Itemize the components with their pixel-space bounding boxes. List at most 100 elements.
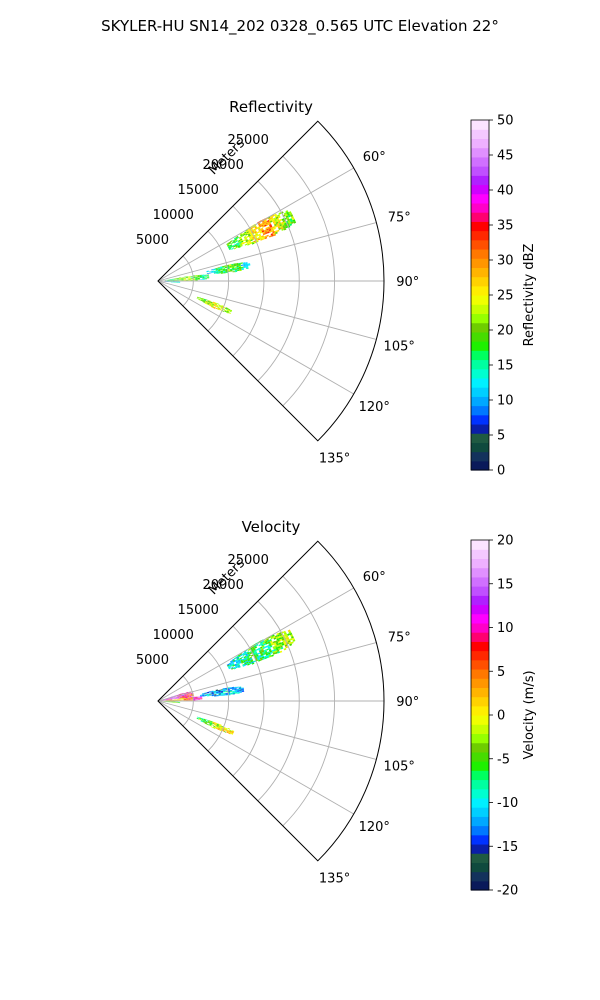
echo-gate [186,279,189,281]
echo-gate [257,238,261,241]
echo-gate [204,693,207,694]
echo-gate [225,272,228,274]
echo-gate [274,650,278,653]
echo-gate [174,695,177,696]
echo-gate [238,655,241,658]
echo-gate [229,266,232,269]
echo-gate [261,236,265,239]
echo-gate [181,278,184,279]
echo-gate [184,696,187,697]
echo-gate [196,718,199,720]
echo-gate [275,636,279,640]
echo-gate [211,691,214,693]
echo-gate [185,698,189,699]
echo-gate [276,648,279,651]
echo-gate [255,643,259,647]
echo-gate [236,686,239,688]
echo-gate [287,218,290,222]
echo-gate [267,221,271,224]
echo-gate [280,636,284,640]
echo-gate [231,267,235,269]
echo-gate [282,224,286,228]
echo-gate [269,215,273,218]
azimuth-tick-label: 60° [363,570,386,585]
echo-gate [283,630,286,634]
azimuth-line [157,280,377,340]
echo-gate [263,643,267,646]
echo-gate [195,697,198,698]
echo-gate [200,279,203,280]
echo-gate [280,647,284,650]
echo-gate [238,262,241,265]
echo-gate [226,242,229,245]
echo-gate [264,639,267,642]
echo-gate [197,697,200,698]
echo-gate [188,698,191,700]
colorbar-swatch [471,359,489,370]
echo-gate [286,211,290,215]
echo-gate [254,232,258,235]
echo-gate [228,666,231,669]
echo-gate [195,698,198,699]
echo-gate [292,639,296,642]
echo-gate [261,640,265,643]
colorbar-swatch [471,586,489,596]
echo-gate [197,274,200,276]
echo-gate [213,271,217,273]
echo-gate [215,306,219,308]
colorbar-swatch [471,678,489,688]
echo-gate [228,312,231,314]
echo-gate [203,718,207,721]
echo-gate [241,688,244,690]
echo-gate [265,642,269,645]
echo-gate [271,214,275,217]
echo-gate [190,698,193,700]
azimuth-line [157,222,377,282]
colorbar-swatch [471,558,489,569]
echo-gate [172,697,176,699]
echo-gate [253,645,257,648]
echo-gate [197,277,200,279]
echo-gate [199,694,203,696]
echo-gate [218,695,222,696]
echo-gate [224,265,227,267]
echo-gate [198,718,202,721]
echo-gate [178,698,182,699]
echo-gate [170,696,173,698]
echo-gate [250,659,253,662]
echo-gate [235,660,238,663]
echo-gate [184,694,187,696]
echo-gate [195,277,198,279]
echo-gate [227,245,231,248]
echo-gate [176,278,179,279]
echo-gate [195,698,198,700]
echo-gate [235,240,238,243]
echo-gate [202,721,205,723]
echo-gate [251,241,254,244]
echo-gate [220,693,224,695]
echo-gate [249,662,252,665]
colorbar-tick-label: 40 [497,184,514,199]
echo-gate [181,278,184,279]
echo-gate [224,309,227,312]
echo-gate [166,699,169,700]
echo-gate [270,216,274,220]
echo-gate [257,657,260,660]
colorbar-swatch [471,267,489,278]
echo-gate [274,645,278,648]
echo-gate [220,267,223,269]
echo-gate [211,271,214,273]
echo-gate [278,642,282,645]
echo-gate [239,238,243,241]
echo-gate [249,238,253,241]
echo-gate [269,635,273,638]
echo-gate [204,274,207,276]
echo-gate [283,212,287,215]
echo-gate [188,694,192,696]
echo-gate [250,660,254,663]
echo-gate [224,266,228,269]
colorbar-swatch [471,313,489,324]
echo-gate [216,693,219,695]
echo-gate [269,639,272,642]
